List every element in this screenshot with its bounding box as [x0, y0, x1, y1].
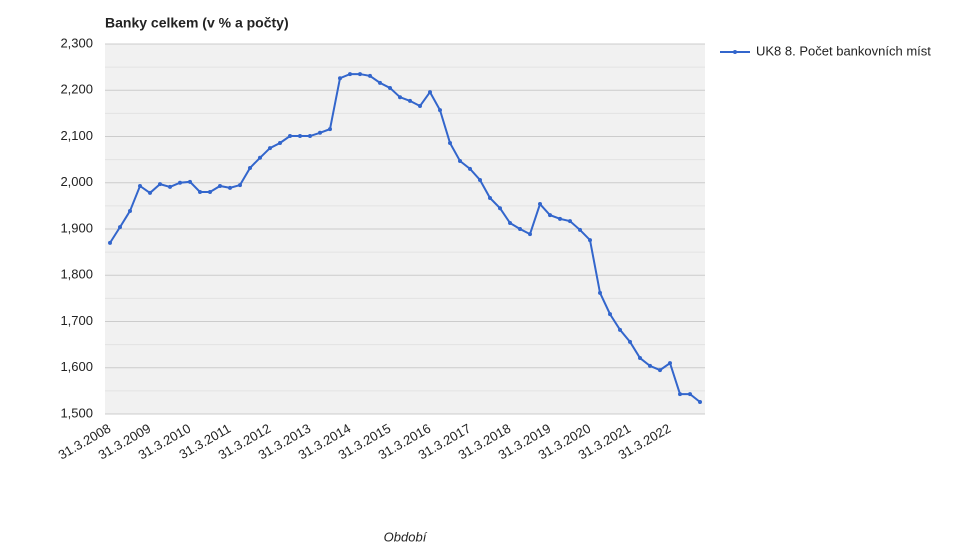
data-point [508, 220, 512, 225]
data-point [688, 392, 692, 397]
data-point [388, 85, 392, 90]
data-point [698, 399, 702, 404]
y-tick-label: 1,500 [60, 405, 93, 420]
data-point [568, 219, 572, 224]
legend-label: UK8 8. Počet bankovních míst [756, 43, 931, 58]
legend-marker [733, 50, 737, 54]
data-point [248, 165, 252, 170]
data-point [578, 227, 582, 232]
data-point [318, 130, 322, 135]
data-point [518, 227, 522, 231]
y-tick-label: 1,900 [60, 220, 93, 235]
data-point [218, 183, 222, 188]
y-tick-label: 2,300 [60, 35, 93, 50]
data-point [548, 213, 552, 218]
data-point [608, 312, 612, 317]
data-point [668, 361, 672, 366]
y-tick-label: 1,700 [60, 313, 93, 328]
data-point [498, 206, 502, 211]
data-point [468, 166, 472, 171]
chart-title: Banky celkem (v % a počty) [105, 15, 289, 31]
data-point [418, 103, 422, 108]
data-point [158, 182, 162, 187]
data-point [638, 356, 642, 361]
data-point [678, 392, 682, 397]
data-point [628, 339, 632, 344]
data-point [408, 98, 412, 103]
data-point [458, 159, 462, 164]
data-point [178, 180, 182, 185]
data-point [308, 134, 312, 139]
data-point [328, 127, 332, 132]
data-point [368, 73, 372, 78]
data-point [258, 155, 262, 160]
data-point [588, 238, 592, 243]
data-point [228, 185, 232, 190]
data-point [658, 368, 662, 373]
data-point [428, 90, 432, 95]
data-point [148, 190, 152, 195]
data-point [268, 146, 272, 151]
data-point [128, 208, 132, 213]
data-point [108, 240, 112, 245]
data-point [448, 140, 452, 145]
data-point [358, 72, 362, 77]
y-tick-label: 2,000 [60, 174, 93, 189]
y-tick-label: 1,800 [60, 267, 93, 282]
data-point [138, 183, 142, 188]
x-axis-label: Období [384, 529, 428, 544]
data-point [278, 140, 282, 145]
data-point [558, 216, 562, 221]
data-point [378, 80, 382, 85]
data-point [528, 232, 532, 237]
data-point [288, 134, 292, 139]
data-point [198, 190, 202, 194]
data-point [238, 183, 242, 188]
data-point [478, 177, 482, 182]
data-point [398, 95, 402, 100]
data-point [538, 202, 542, 207]
data-point [438, 108, 442, 113]
data-point [338, 76, 342, 81]
data-point [118, 225, 122, 230]
data-point [298, 134, 302, 139]
data-point [188, 179, 192, 184]
data-point [488, 196, 492, 201]
y-tick-label: 1,600 [60, 359, 93, 374]
data-point [348, 72, 352, 77]
data-point [168, 184, 172, 189]
data-point [208, 190, 212, 194]
data-point [598, 290, 602, 295]
y-tick-label: 2,100 [60, 128, 93, 143]
y-tick-label: 2,200 [60, 82, 93, 97]
data-point [648, 363, 652, 368]
data-point [618, 327, 622, 332]
